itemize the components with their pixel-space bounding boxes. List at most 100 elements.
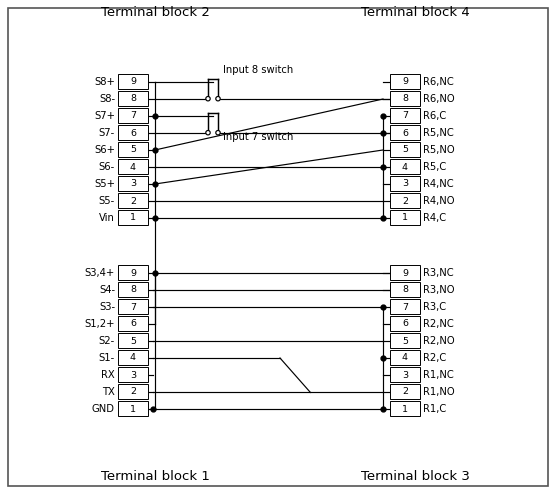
Text: 9: 9 bbox=[130, 78, 136, 86]
Text: R1,C: R1,C bbox=[423, 404, 446, 414]
Bar bbox=[118, 176, 148, 192]
Text: 5: 5 bbox=[130, 336, 136, 345]
Text: 6: 6 bbox=[130, 320, 136, 329]
Text: R4,C: R4,C bbox=[423, 213, 446, 223]
Text: R3,NC: R3,NC bbox=[423, 268, 454, 278]
Text: 2: 2 bbox=[130, 387, 136, 397]
Text: S8+: S8+ bbox=[94, 77, 115, 87]
Bar bbox=[118, 368, 148, 382]
Text: 7: 7 bbox=[130, 302, 136, 312]
Text: 7: 7 bbox=[130, 112, 136, 121]
Text: R6,NO: R6,NO bbox=[423, 94, 455, 104]
Bar bbox=[118, 351, 148, 366]
Text: 3: 3 bbox=[130, 370, 136, 379]
Bar bbox=[390, 402, 420, 416]
Text: R4,NC: R4,NC bbox=[423, 179, 454, 189]
Circle shape bbox=[216, 130, 220, 135]
Text: R5,NO: R5,NO bbox=[423, 145, 455, 155]
Text: Input 8 switch: Input 8 switch bbox=[223, 65, 293, 75]
Text: Terminal block 3: Terminal block 3 bbox=[360, 469, 469, 483]
Bar bbox=[118, 384, 148, 400]
Bar bbox=[390, 125, 420, 140]
Bar bbox=[118, 142, 148, 158]
Text: R1,NO: R1,NO bbox=[423, 387, 455, 397]
Bar bbox=[390, 351, 420, 366]
Text: 8: 8 bbox=[402, 286, 408, 294]
Text: GND: GND bbox=[92, 404, 115, 414]
Text: 1: 1 bbox=[130, 213, 136, 222]
Text: 6: 6 bbox=[130, 128, 136, 137]
Text: S1,2+: S1,2+ bbox=[85, 319, 115, 329]
Text: S1-: S1- bbox=[99, 353, 115, 363]
Bar bbox=[118, 283, 148, 297]
Text: R3,NO: R3,NO bbox=[423, 285, 454, 295]
Bar bbox=[390, 160, 420, 174]
Text: S5+: S5+ bbox=[94, 179, 115, 189]
Circle shape bbox=[206, 96, 210, 101]
Text: 3: 3 bbox=[402, 179, 408, 189]
Bar bbox=[390, 384, 420, 400]
Text: 2: 2 bbox=[402, 197, 408, 206]
Text: S7-: S7- bbox=[99, 128, 115, 138]
Text: 9: 9 bbox=[130, 269, 136, 278]
Text: R6,NC: R6,NC bbox=[423, 77, 454, 87]
Text: R5,C: R5,C bbox=[423, 162, 446, 172]
Bar bbox=[390, 210, 420, 225]
Bar bbox=[118, 333, 148, 348]
Bar bbox=[390, 75, 420, 89]
Bar bbox=[118, 317, 148, 331]
Text: 1: 1 bbox=[402, 213, 408, 222]
Bar bbox=[390, 368, 420, 382]
Text: 9: 9 bbox=[402, 78, 408, 86]
Text: 5: 5 bbox=[402, 336, 408, 345]
Text: R2,NO: R2,NO bbox=[423, 336, 455, 346]
Text: Terminal block 1: Terminal block 1 bbox=[101, 469, 210, 483]
Text: TX: TX bbox=[102, 387, 115, 397]
Text: 5: 5 bbox=[130, 146, 136, 155]
Text: 1: 1 bbox=[130, 405, 136, 413]
Text: 8: 8 bbox=[130, 94, 136, 104]
Bar bbox=[390, 109, 420, 124]
Text: Vin: Vin bbox=[99, 213, 115, 223]
Text: S3,4+: S3,4+ bbox=[85, 268, 115, 278]
Bar bbox=[118, 402, 148, 416]
Text: 3: 3 bbox=[130, 179, 136, 189]
Text: S4-: S4- bbox=[99, 285, 115, 295]
Text: 4: 4 bbox=[130, 354, 136, 363]
Bar bbox=[118, 109, 148, 124]
Text: 1: 1 bbox=[402, 405, 408, 413]
Bar bbox=[390, 283, 420, 297]
Text: 5: 5 bbox=[402, 146, 408, 155]
Text: R5,NC: R5,NC bbox=[423, 128, 454, 138]
Circle shape bbox=[206, 130, 210, 135]
Text: 9: 9 bbox=[402, 269, 408, 278]
Bar bbox=[390, 317, 420, 331]
Bar bbox=[118, 299, 148, 315]
Text: Terminal block 2: Terminal block 2 bbox=[101, 6, 210, 19]
Text: RX: RX bbox=[101, 370, 115, 380]
Text: 8: 8 bbox=[130, 286, 136, 294]
Bar bbox=[118, 125, 148, 140]
Text: 2: 2 bbox=[402, 387, 408, 397]
Text: 4: 4 bbox=[402, 163, 408, 171]
Text: 7: 7 bbox=[402, 302, 408, 312]
Text: 2: 2 bbox=[130, 197, 136, 206]
Text: 8: 8 bbox=[402, 94, 408, 104]
Bar bbox=[118, 210, 148, 225]
Text: S6-: S6- bbox=[99, 162, 115, 172]
Text: 3: 3 bbox=[402, 370, 408, 379]
Text: S2-: S2- bbox=[99, 336, 115, 346]
Text: 4: 4 bbox=[402, 354, 408, 363]
Text: S3-: S3- bbox=[99, 302, 115, 312]
Text: R4,NO: R4,NO bbox=[423, 196, 454, 206]
Bar bbox=[118, 75, 148, 89]
Text: 6: 6 bbox=[402, 128, 408, 137]
Text: R1,NC: R1,NC bbox=[423, 370, 454, 380]
Bar bbox=[390, 194, 420, 208]
Bar bbox=[118, 160, 148, 174]
Bar bbox=[390, 265, 420, 281]
Text: R3,C: R3,C bbox=[423, 302, 446, 312]
Bar bbox=[390, 91, 420, 107]
Bar bbox=[390, 176, 420, 192]
Text: S8-: S8- bbox=[99, 94, 115, 104]
